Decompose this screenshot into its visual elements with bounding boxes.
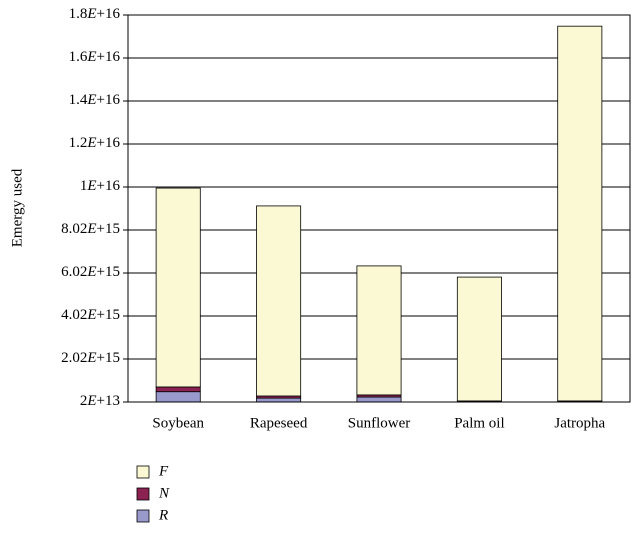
x-tick-label: Soybean [152,415,204,431]
bar-segment [155,386,201,393]
y-tick-label: 1.8E+16 [69,6,121,22]
plot-frame [127,14,631,403]
legend-label: N [158,485,170,501]
bar-segment [155,391,201,403]
bar-segment [557,25,603,402]
legend-swatch [136,465,150,479]
legend-label: R [158,507,168,523]
y-axis-label: Emergy used [9,168,25,247]
y-tick-label: 8.02E+15 [61,221,120,237]
y-tick-label: 6.02E+15 [61,264,120,280]
legend-swatch [136,509,150,523]
x-tick-label: Jatropha [554,415,605,431]
y-tick-label: 2.02E+15 [61,350,120,366]
legend-swatch [136,487,150,501]
y-tick-label: 4.02E+15 [61,307,120,323]
x-tick-label: Palm oil [454,415,504,431]
bar-segment [256,205,302,397]
bar-segment [356,396,402,403]
y-tick-label: 1.4E+16 [69,92,121,108]
bar-segment [456,276,502,402]
y-tick-label: 1.2E+16 [69,135,121,151]
bar-segment [256,397,302,403]
bar-segment [155,187,201,388]
legend-label: F [158,463,169,479]
y-tick-label: 1.6E+16 [69,49,121,65]
x-tick-label: Sunflower [348,415,411,431]
y-tick-label: 1E+16 [80,178,121,194]
x-tick-label: Rapeseed [250,415,308,431]
y-tick-label: 2E+13 [80,393,120,409]
bar-segment [356,265,402,396]
